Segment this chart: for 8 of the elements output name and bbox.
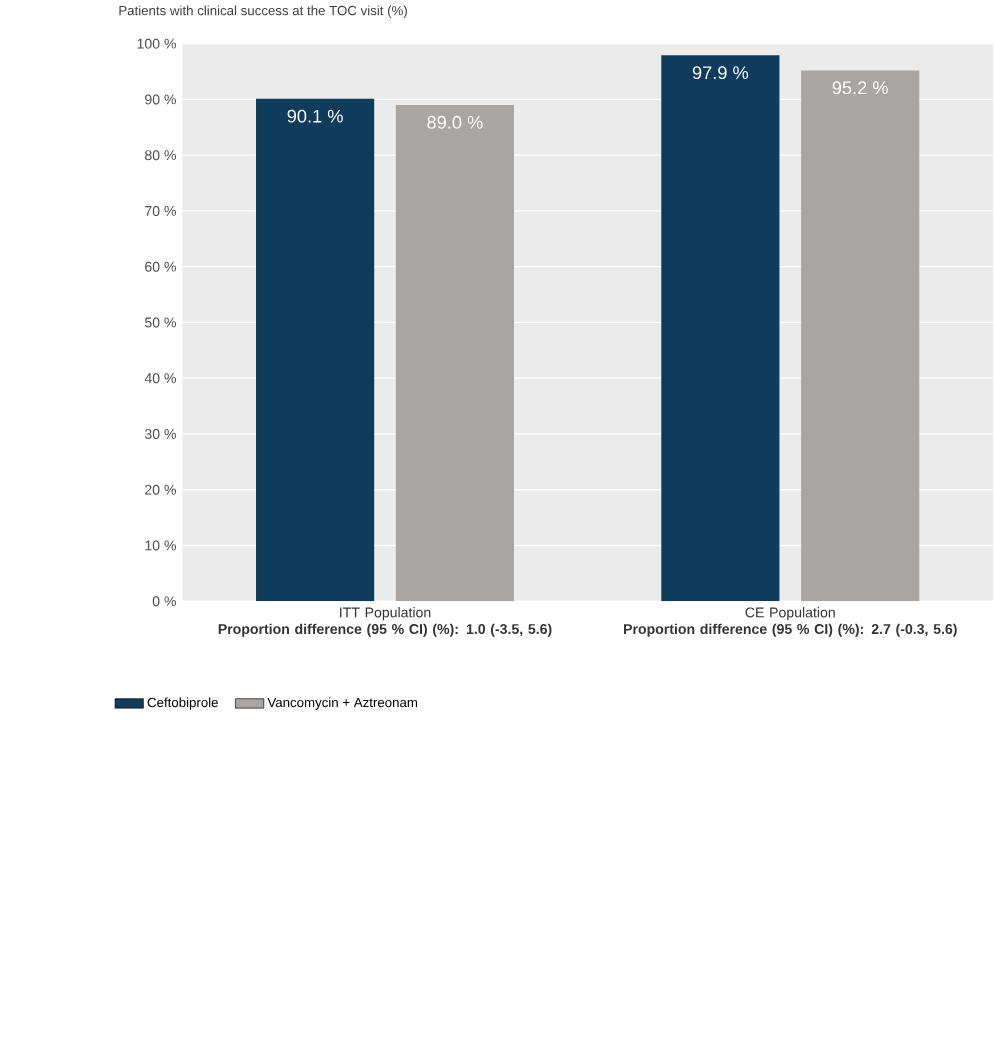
data-label: 90.1 % — [287, 109, 344, 123]
data-label: 89.0 % — [427, 115, 483, 129]
data-label: 95.2 % — [832, 81, 889, 95]
bar — [801, 70, 920, 602]
bar — [661, 55, 780, 602]
bar — [256, 98, 375, 602]
data-label: 97.9 % — [693, 66, 749, 80]
bar — [396, 105, 515, 602]
